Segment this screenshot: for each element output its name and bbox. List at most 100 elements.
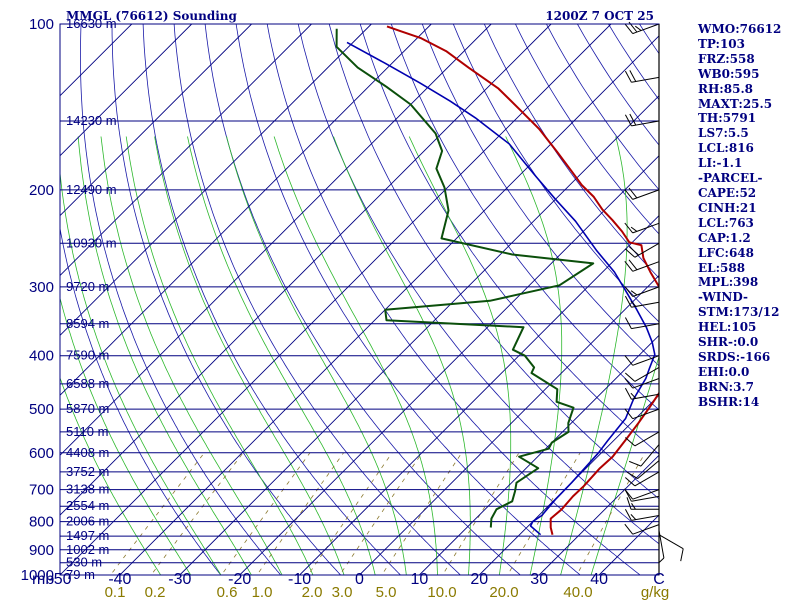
moist-adiabat [560, 136, 628, 575]
isotherm [179, 95, 659, 575]
dry-adiabat [297, 24, 659, 545]
isotherm [60, 24, 432, 396]
index-row: WMO:76612 [698, 22, 782, 36]
temperature-tick-label: -40 [108, 571, 131, 588]
isotherm [239, 155, 659, 575]
wind-barb [624, 509, 660, 521]
moist-adiabat [187, 136, 376, 575]
index-row: -PARCEL- [698, 171, 763, 186]
index-row: BRN:3.7 [698, 379, 754, 394]
moist-adiabat [590, 355, 659, 575]
isotherm [359, 274, 659, 575]
pressure-tick-label: 900 [29, 542, 54, 559]
moist-adiabat [226, 136, 407, 575]
index-row: LCL:816 [698, 141, 754, 156]
pressure-tick-label: 100 [29, 16, 54, 33]
temperature-tick-label: 20 [470, 571, 488, 588]
mixing-ratio-line [442, 452, 520, 575]
wind-barb [624, 222, 660, 234]
index-row: EL:588 [698, 260, 746, 275]
dewpoint-trace [335, 28, 595, 528]
height-label: 9720 m [66, 279, 109, 294]
height-label: 10930 m [66, 235, 117, 250]
mixing-ratio-line [109, 452, 205, 575]
temperature-tick-label: -20 [228, 571, 251, 588]
wind-barb [624, 488, 660, 500]
index-row: CAPE:52 [698, 185, 757, 200]
dry-adiabat [452, 24, 659, 323]
mixing-ratio-label: 20.0 [489, 584, 518, 600]
isotherm [60, 24, 552, 516]
mixing-ratio-line [256, 452, 344, 575]
wind-barb [624, 259, 660, 272]
wind-barb [624, 523, 660, 535]
wind-barb [624, 295, 660, 308]
wind-barbs [624, 21, 684, 564]
index-row: LFC:648 [698, 245, 754, 260]
pressure-tick-label: 500 [29, 401, 54, 418]
isotherm [119, 35, 659, 575]
index-row: RH:85.8 [698, 81, 753, 96]
pressure-tick-label: 1000 [21, 567, 54, 584]
sounding-traces [335, 25, 659, 536]
parcel-trace [346, 41, 656, 536]
wind-barb [624, 408, 660, 420]
pressure-gridlines [60, 23, 659, 576]
wind-barb [624, 70, 660, 83]
temperature-tick-label: 10 [411, 571, 429, 588]
moist-adiabat [125, 136, 314, 575]
mixing-ratio-line [507, 452, 581, 575]
chart-title: MMGL (76612) Sounding [66, 9, 238, 23]
dry-adiabat [235, 24, 581, 575]
index-row: HEL:105 [698, 320, 757, 335]
isotherm [60, 24, 312, 277]
wind-barb [624, 431, 660, 447]
mixing-ratio-label: 0.1 [105, 584, 126, 600]
pressure-tick-label: 200 [29, 182, 54, 199]
index-row: MAXT:25.5 [698, 96, 773, 111]
isotherm [60, 24, 492, 456]
index-row: CINH:21 [698, 200, 757, 215]
moist-adiabat [505, 136, 563, 575]
dry-adiabat [390, 24, 659, 411]
wind-barb [624, 113, 660, 127]
plot-frame [59, 23, 660, 576]
temperature-tick-label: -50 [48, 571, 71, 588]
index-row: -WIND- [698, 290, 748, 305]
mixing-ratio-label: 40.0 [563, 584, 592, 600]
height-label: 4408 m [66, 445, 109, 460]
height-label: 8594 m [66, 316, 109, 331]
temperature-tick-label: C [653, 571, 665, 588]
mixing-ratio-line [339, 452, 423, 575]
dry-adiabat [111, 24, 342, 575]
height-label: 1002 m [66, 542, 109, 557]
index-row: EHI:0.0 [698, 364, 750, 379]
height-label: 6588 m [66, 376, 109, 391]
height-label: 2006 m [66, 514, 109, 529]
dry-adiabat [328, 24, 659, 500]
dry-adiabat [483, 24, 659, 279]
mixing-ratio-line [221, 452, 311, 575]
mixing-ratio-line [307, 452, 393, 575]
moist-adiabat [60, 296, 192, 575]
pressure-tick-label: 800 [29, 514, 54, 531]
mixing-ratio-label: 2.0 [302, 584, 323, 600]
wind-barb [624, 377, 660, 389]
height-label: 5110 m [66, 424, 108, 439]
wind-barb [624, 366, 660, 382]
wind-barb [624, 471, 660, 487]
height-label: 14230 m [66, 113, 117, 128]
wind-barb [629, 444, 660, 467]
mixing-ratio-line [381, 452, 463, 575]
wind-barb [624, 286, 660, 297]
mixing-ratio-label: 1.0 [252, 584, 273, 600]
dry-adiabat [359, 24, 659, 455]
wind-barb [624, 21, 660, 35]
height-label: 5870 m [66, 401, 109, 416]
dry-adiabat [173, 24, 461, 575]
height-label: 2554 m [66, 498, 109, 513]
height-label: 530 m [66, 555, 102, 570]
skewt-grid [60, 24, 659, 575]
height-label: 3138 m [66, 482, 109, 497]
